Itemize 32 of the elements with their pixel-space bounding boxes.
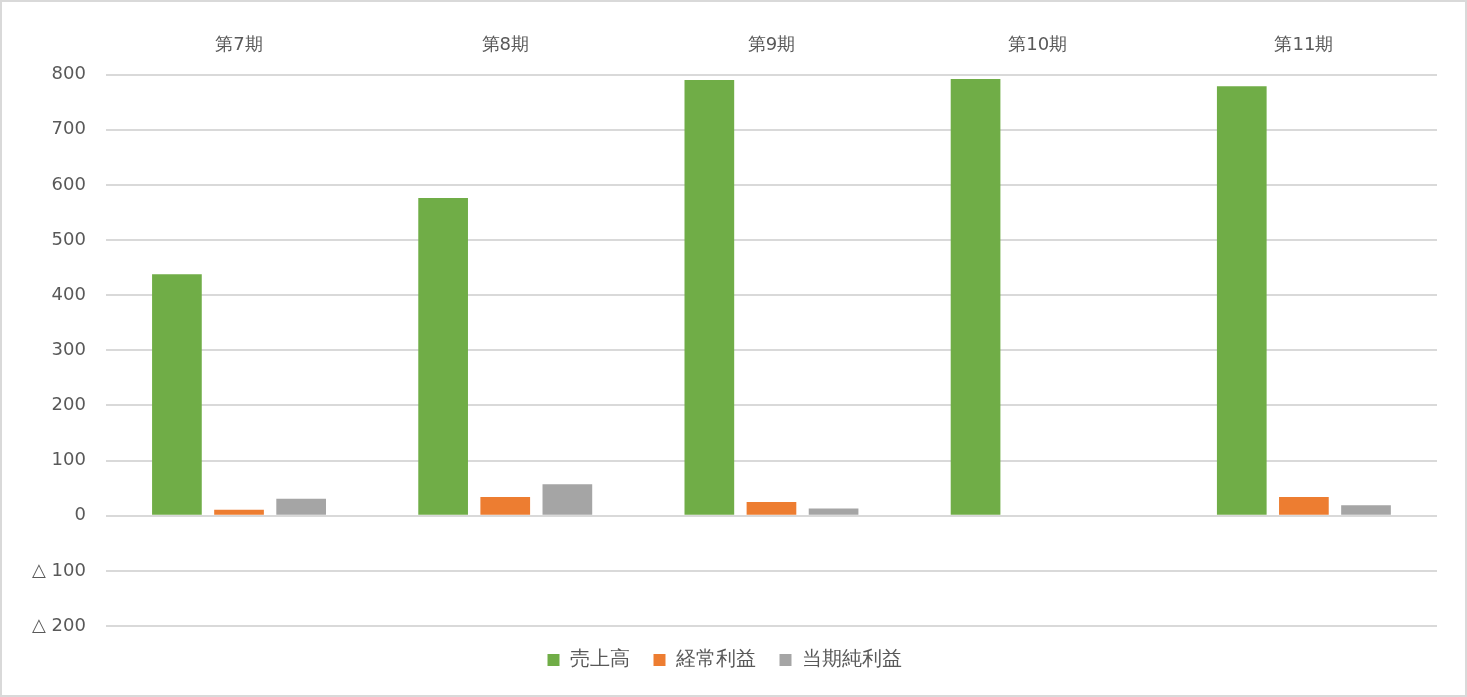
legend-label: 売上高 xyxy=(569,646,630,671)
legend-label: 当期純利益 xyxy=(801,646,902,671)
bar xyxy=(276,498,326,515)
bar xyxy=(1279,496,1329,515)
y-tick-label: 700 xyxy=(51,117,86,139)
bar xyxy=(1216,86,1267,515)
y-tick-label: 500 xyxy=(51,227,86,249)
bar xyxy=(746,501,797,515)
y-tick-label: 800 xyxy=(51,62,86,84)
x-tick-label: 第7期 xyxy=(215,33,263,55)
x-tick-label: 第11期 xyxy=(1274,33,1334,55)
x-tick-label: 第10期 xyxy=(1008,33,1068,55)
bar xyxy=(214,509,264,515)
y-tick-label: △ 100 xyxy=(32,558,86,580)
y-tick-label: 400 xyxy=(51,282,86,304)
bar xyxy=(418,198,468,515)
y-tick-label: 0 xyxy=(74,503,86,525)
legend-label: 経常利益 xyxy=(674,646,756,671)
bar xyxy=(480,496,531,515)
bar xyxy=(808,508,859,515)
y-tick-label: 200 xyxy=(51,393,86,415)
bar xyxy=(950,79,1001,515)
bar xyxy=(152,274,202,515)
x-tick-label: 第9期 xyxy=(747,33,796,55)
bar xyxy=(1341,505,1391,515)
y-tick-label: 100 xyxy=(51,448,86,470)
bar xyxy=(684,80,735,515)
y-tick-label: 300 xyxy=(51,337,86,359)
y-tick-label: 600 xyxy=(51,172,86,194)
y-tick-label: △ 200 xyxy=(32,613,86,635)
bar xyxy=(542,484,593,515)
x-tick-label: 第8期 xyxy=(481,33,529,55)
